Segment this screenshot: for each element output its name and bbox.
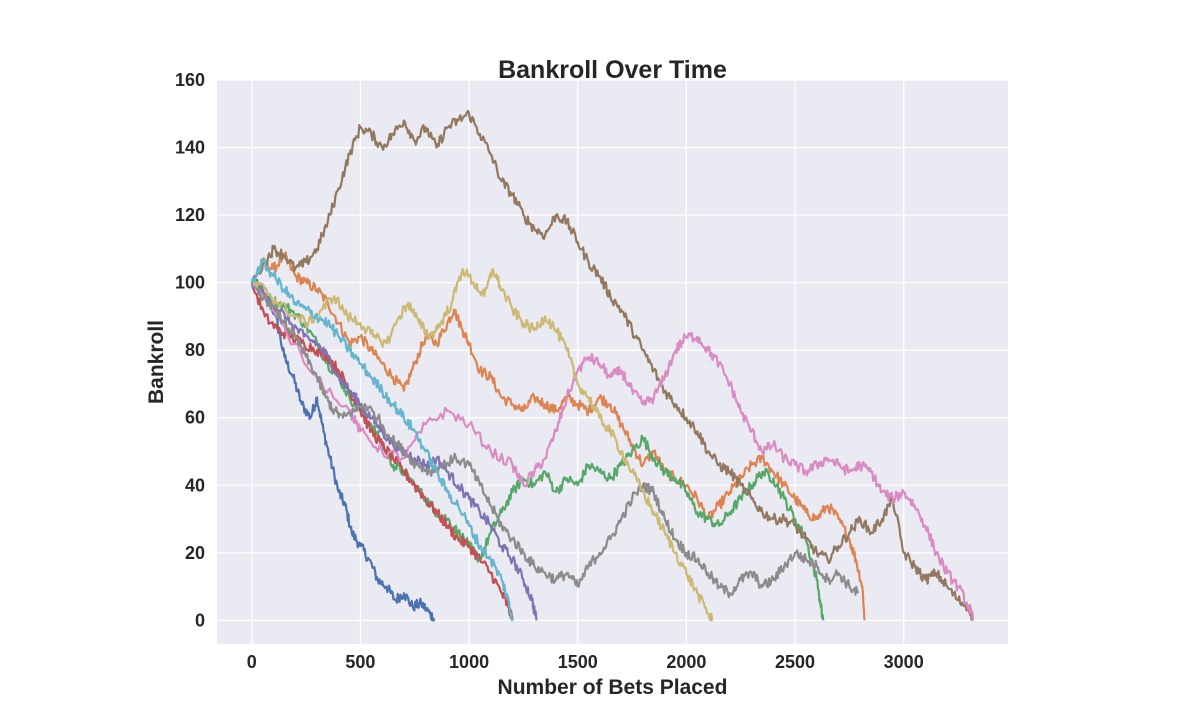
x-tick-label: 1000 [449,652,489,672]
plot-area [217,80,1008,644]
x-axis-ticks: 0 500 1000 1500 2000 2500 3000 [247,652,924,672]
y-axis-label: Bankroll [145,320,168,404]
y-tick-label: 100 [175,273,205,293]
y-axis-ticks: 0 20 40 60 80 100 120 140 160 [175,70,205,630]
x-tick-label: 1500 [558,652,598,672]
y-tick-label: 0 [195,610,205,630]
y-tick-label: 20 [185,543,205,563]
y-tick-label: 140 [175,138,205,158]
y-tick-label: 160 [175,70,205,90]
series-line-7 [251,281,975,621]
x-tick-label: 0 [247,652,257,672]
series-lines [250,109,975,622]
chart-title: Bankroll Over Time [498,56,727,84]
x-axis-label: Number of Bets Placed [498,676,728,699]
x-tick-label: 3000 [884,652,924,672]
y-tick-label: 60 [185,408,205,428]
y-tick-label: 120 [175,205,205,225]
series-line-9 [251,268,714,622]
series-line-1 [251,278,436,622]
series-line-8 [250,281,860,599]
series-line-10 [250,258,514,622]
y-tick-label: 80 [185,340,205,360]
x-tick-label: 2000 [666,652,706,672]
x-tick-label: 500 [345,652,375,672]
series-line-6 [250,109,974,622]
y-tick-label: 40 [185,475,205,495]
series-line-4 [250,279,514,621]
series-line-2 [250,251,866,621]
x-tick-label: 2500 [775,652,815,672]
